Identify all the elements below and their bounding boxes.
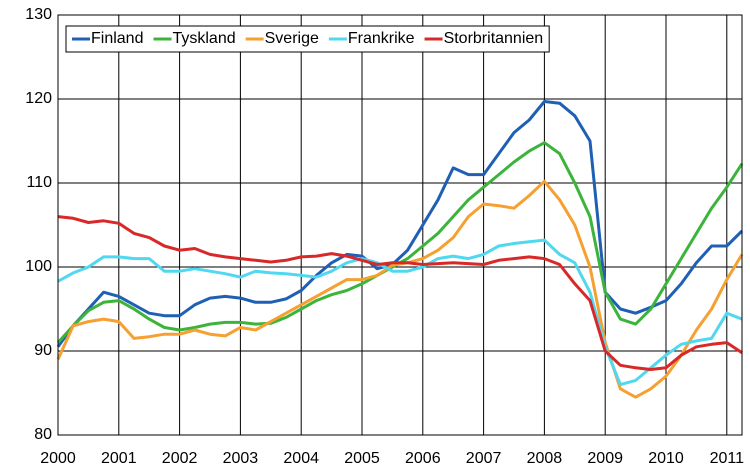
series-line [57, 238, 743, 387]
legend: Finland Tyskland Sverige Frankrike Storbrita… [65, 25, 550, 53]
y-tick-label: 130 [25, 6, 52, 23]
y-tick-label: 120 [25, 90, 52, 107]
x-tick-label: 2009 [587, 450, 623, 467]
x-tick-label: 2003 [223, 450, 259, 467]
legend-label: Frankrike [348, 30, 415, 47]
x-tick-label: 2005 [344, 450, 380, 467]
x-tick-label: 2010 [648, 450, 684, 467]
legend-label: Finland [91, 30, 143, 47]
legend-label: Sverige [265, 30, 319, 47]
y-tick-label: 80 [34, 426, 52, 443]
x-tick-label: 2006 [405, 450, 441, 467]
series-line [56, 100, 744, 348]
plot-area [58, 15, 742, 435]
legend-box [65, 25, 550, 53]
x-tick-label: 2000 [40, 450, 76, 467]
x-tick-label: 2002 [162, 450, 198, 467]
y-tick-label: 90 [34, 342, 52, 359]
x-tick-label: 2007 [466, 450, 502, 467]
y-tick-label: 100 [25, 258, 52, 275]
legend-label: Storbritannien [444, 30, 544, 47]
x-tick-label: 2004 [283, 450, 319, 467]
x-tick-label: 2011 [710, 450, 745, 467]
series-line [57, 215, 743, 371]
x-tick-label: 2008 [527, 450, 563, 467]
plot-frame [57, 14, 743, 436]
legend-label: Tyskland [172, 30, 235, 47]
y-tick-label: 110 [26, 174, 52, 191]
x-tick-label: 2001 [101, 450, 137, 467]
